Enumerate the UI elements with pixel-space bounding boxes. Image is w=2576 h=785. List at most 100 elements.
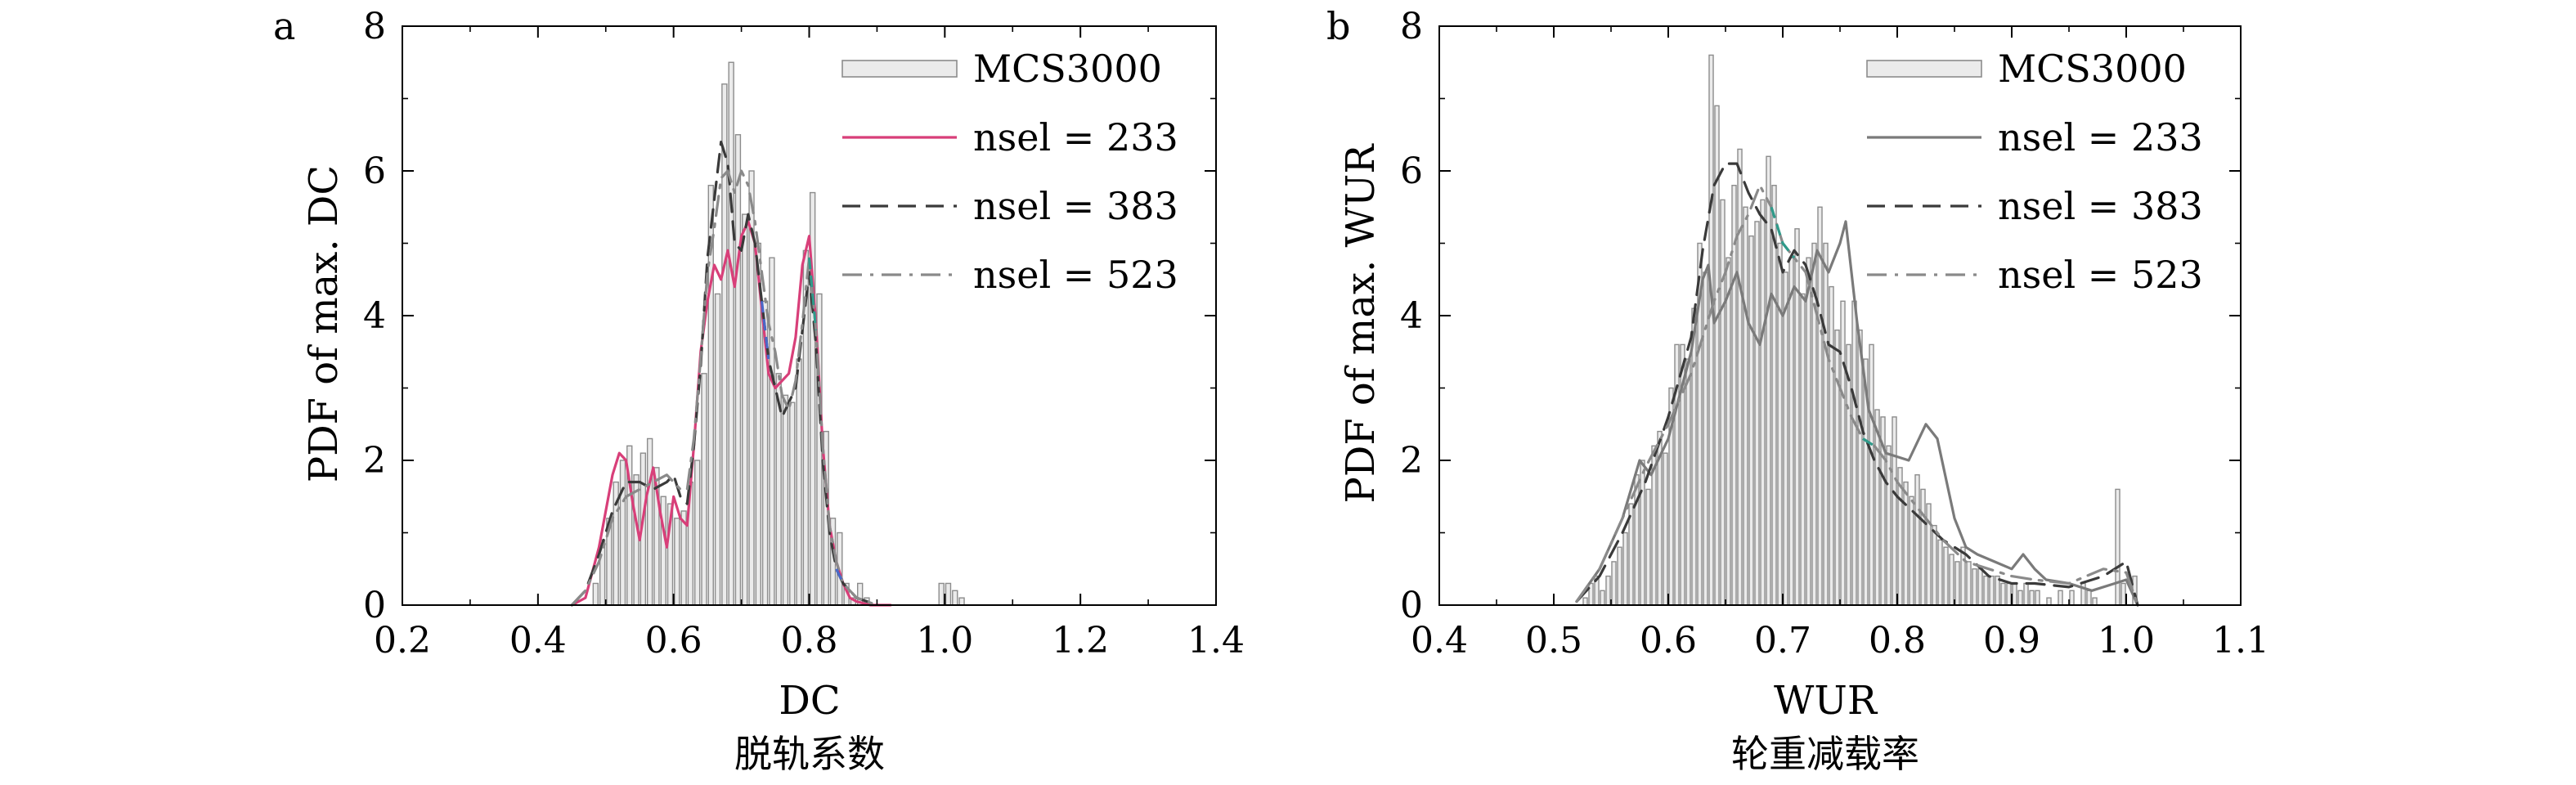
- panel-b-histogram-bar: [1949, 554, 1954, 606]
- panel-b-histogram-bar: [1754, 221, 1760, 606]
- panel-b-histogram-bar: [1920, 488, 1926, 606]
- panel-a-histogram-bar: [742, 213, 748, 606]
- panel-a-legend-label: nsel = 233: [973, 115, 1178, 159]
- panel-b-x-tick-label: 1.1: [2212, 620, 2269, 662]
- panel-b-y-tick-label: 0: [1400, 585, 1423, 626]
- panel-b-histogram-bar: [1748, 235, 1754, 606]
- panel-a-x-axis-label: DC: [779, 678, 840, 724]
- panel-b-histogram-bar: [2115, 488, 2120, 606]
- panel-a-histogram-bar: [938, 582, 945, 606]
- panel-b-x-tick-label: 1.0: [2098, 620, 2155, 662]
- panel-b-histogram-bar: [1840, 300, 1846, 606]
- panel-b-series-line-dashdot: [1575, 184, 2139, 607]
- panel-b-histogram-bar: [1788, 257, 1794, 606]
- panel-a-histogram-bar: [674, 518, 680, 606]
- panel-b-histogram-bar: [1703, 271, 1708, 606]
- panel-b-histogram-bar: [1783, 271, 1788, 606]
- panel-b-y-axis-label: PDF of max. WUR: [1338, 143, 1384, 504]
- panel-a: a 0.2 0.4 0.6 0.8 1.0 1.2 1.4 0 2 4 6 8 MCS3000 nsel …: [273, 4, 1245, 776]
- panel-a-series-line-solid: [570, 220, 892, 607]
- panel-a-histogram-bar: [721, 83, 728, 606]
- panel-a-histogram-bar: [646, 437, 653, 606]
- panel-b-legend-label: nsel = 523: [1998, 253, 2203, 297]
- panel-b-histogram-bar: [1892, 416, 1897, 606]
- panel-b-histogram-bar: [2017, 590, 2023, 606]
- panel-b-histogram-bar: [1829, 285, 1834, 606]
- panel-b-histogram-bar: [1943, 546, 1949, 606]
- panel-b-histogram-bar: [1817, 206, 1823, 606]
- panel-b-legend-label: nsel = 233: [1998, 115, 2203, 159]
- panel-b-histogram-bar: [1937, 539, 1943, 606]
- panel-b-histogram-bar: [1794, 228, 1800, 606]
- panel-b-histogram-bar: [1766, 155, 1771, 606]
- panel-b-x-tick-label: 0.9: [1983, 620, 2040, 662]
- panel-b-histogram-bar: [2035, 590, 2040, 606]
- panel-b-histogram-bar: [1617, 546, 1622, 606]
- panel-b-histogram-bar: [2058, 590, 2063, 606]
- panel-b-histogram-bar: [1600, 590, 1605, 606]
- panel-b-plot-area: 0.4 0.5 0.6 0.7 0.8 0.9 1.0 1.1 0 2 4 6 8 MCS3000 nsel…: [1400, 6, 2269, 662]
- panel-b-histogram-bar: [1823, 242, 1829, 606]
- panel-a-histogram-bar: [952, 590, 958, 606]
- panel-a-histogram-bar: [796, 358, 802, 606]
- panel-a-y-tick-label: 6: [363, 150, 386, 192]
- panel-a-histogram-bar: [701, 373, 707, 606]
- panel-a-legend-label: nsel = 383: [973, 184, 1178, 228]
- panel-a-histogram-bar: [619, 460, 626, 606]
- panel-a-y-tick-label: 4: [363, 295, 386, 337]
- panel-b-histogram-bar: [1914, 474, 1920, 606]
- panel-b-histogram-bar: [1857, 330, 1863, 606]
- panel-b-histogram-bar: [1588, 582, 1594, 606]
- panel-a-plot-area: 0.2 0.4 0.6 0.8 1.0 1.2 1.4 0 2 4 6 8 MCS3000 nsel = …: [363, 6, 1245, 662]
- panel-b-histogram-bar: [2000, 582, 2006, 606]
- panel-a-x-tick-label: 0.4: [509, 620, 567, 662]
- panel-a-legend-label: MCS3000: [973, 47, 1162, 91]
- panel-a-x-tick-label: 0.6: [645, 620, 702, 662]
- panel-b-plot-frame: [1438, 25, 2242, 606]
- panel-b-histogram-bar: [1903, 481, 1909, 606]
- panel-b-series-segment: [1862, 437, 1875, 447]
- panel-a-series-line-dashdot: [570, 169, 879, 607]
- panel-a-x-tick-label: 0.2: [374, 620, 431, 662]
- panel-b-series-line-dashed: [1575, 162, 2139, 607]
- panel-b-histogram-bar: [1691, 307, 1697, 606]
- panel-a-series-segment: [807, 258, 818, 330]
- panel-b-histogram-bar: [1806, 257, 1811, 606]
- panel-b-histogram-bar: [1685, 358, 1691, 606]
- panel-b-histogram-bar: [1674, 343, 1680, 606]
- panel-a-letter: a: [273, 4, 295, 48]
- panel-a-y-axis-label: PDF of max. DC: [301, 165, 347, 482]
- panel-b-y-tick-label: 2: [1400, 440, 1423, 482]
- panel-b-histogram-bar: [1760, 199, 1766, 606]
- panel-b-x-tick-label: 0.8: [1869, 620, 1926, 662]
- panel-b-histogram-bar: [1645, 488, 1651, 606]
- panel-a-histogram-bar: [769, 257, 775, 606]
- panel-a-histogram-bar: [714, 293, 721, 606]
- panel-a-x-tick-label: 1.2: [1052, 620, 1109, 662]
- panel-b-histogram-bar: [2069, 590, 2075, 606]
- panel-a-x-tick-label: 0.8: [781, 620, 838, 662]
- panel-a-caption: 脱轨系数: [734, 732, 885, 776]
- panel-b-histogram-bar: [1743, 206, 1748, 606]
- panel-b-histogram-bar: [1869, 343, 1874, 606]
- panel-a-histogram-bar: [789, 401, 796, 606]
- panel-b-histogram-bar: [2046, 597, 2052, 606]
- panel-a-x-tick-label: 1.4: [1187, 620, 1245, 662]
- panel-a-histogram-bar: [660, 496, 666, 606]
- panel-b-y-tick-label: 4: [1400, 295, 1423, 337]
- panel-a-histogram-bar: [958, 597, 965, 606]
- panel-a-plot-frame: [402, 25, 1217, 606]
- panel-b-histogram-bar: [1966, 561, 1972, 606]
- panel-b-histogram-bar: [1960, 546, 1966, 606]
- panel-b-histogram-bar: [1640, 460, 1645, 606]
- panel-b-histogram-bar: [1726, 257, 1731, 606]
- panel-a-histogram-bar: [734, 134, 742, 606]
- panel-b-x-tick-label: 0.7: [1754, 620, 1811, 662]
- panel-b-histogram-bar: [1582, 597, 1588, 606]
- panel-b-histogram-bar: [1983, 575, 1989, 606]
- panel-a-y-tick-label: 2: [363, 440, 386, 482]
- panel-b-histogram-bar: [1663, 452, 1668, 606]
- panel-b-histogram-bar: [1737, 148, 1743, 606]
- panel-a-legend-swatch-histogram: [841, 60, 958, 78]
